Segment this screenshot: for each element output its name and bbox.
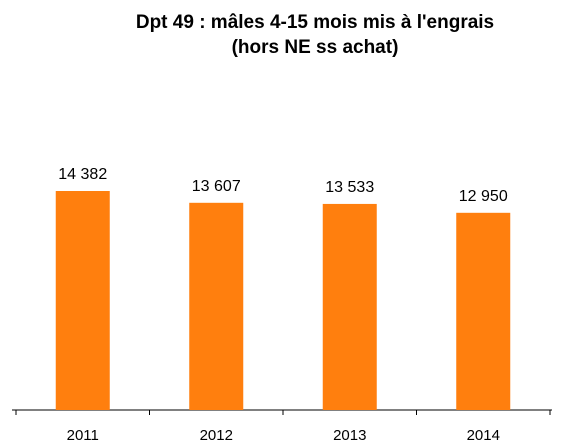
value-label: 14 382: [58, 166, 107, 183]
value-label: 12 950: [459, 188, 508, 205]
bar: [456, 212, 511, 410]
bar: [322, 203, 377, 410]
x-tick-label: 2014: [467, 427, 500, 444]
value-label: 13 533: [325, 179, 374, 196]
x-tick-label: 2011: [67, 427, 99, 444]
bar: [55, 191, 110, 410]
x-tick-label: 2013: [333, 427, 366, 444]
value-label: 13 607: [192, 178, 241, 195]
chart-title: (hors NE ss achat): [232, 37, 399, 58]
x-tick-label: 2012: [200, 427, 233, 444]
chart-title: Dpt 49 : mâles 4-15 mois mis à l'engrais: [136, 12, 494, 33]
bar: [189, 202, 244, 410]
